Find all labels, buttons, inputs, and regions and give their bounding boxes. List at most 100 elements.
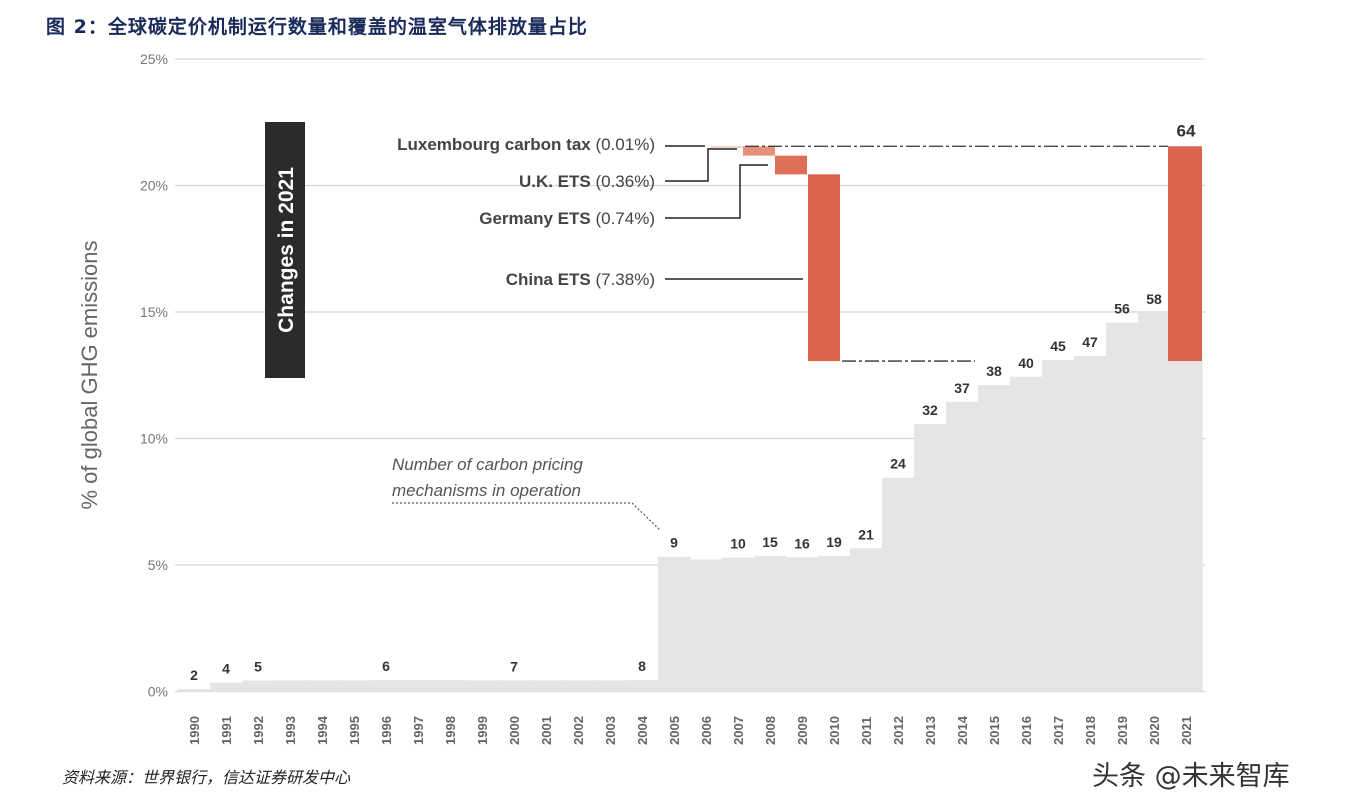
callout-name: Luxembourg carbon tax (397, 135, 595, 154)
callout-label: China ETS (7.38%) (506, 270, 655, 289)
bar-2003 (594, 680, 627, 692)
count-label: 37 (954, 380, 970, 396)
x-tick-label: 2000 (507, 716, 522, 745)
x-tick-label: 2006 (699, 716, 714, 745)
callout-label: U.K. ETS (0.36%) (519, 172, 655, 191)
count-label: 2 (190, 667, 198, 683)
bar-2001 (530, 680, 563, 692)
bar-1990 (178, 688, 211, 692)
x-tick-label: 1994 (315, 715, 330, 745)
bar-2015 (978, 385, 1011, 692)
bar-2004 (626, 680, 659, 692)
bar-2008 (754, 555, 787, 692)
x-tick-label: 2021 (1179, 716, 1194, 745)
bar-1997 (402, 680, 435, 692)
annotation-pointer (392, 502, 661, 531)
x-tick-label: 2004 (635, 715, 650, 745)
count-label: 45 (1050, 338, 1066, 354)
y-tick-label: 5% (148, 557, 168, 573)
count-label: 9 (670, 535, 678, 551)
bar-1999 (466, 680, 499, 692)
changes-2021-box (265, 122, 305, 378)
count-label: 6 (382, 658, 390, 674)
x-tick-label: 1998 (443, 716, 458, 745)
bar-1993 (274, 680, 307, 692)
bar-2010 (818, 555, 851, 692)
callout-value: (0.36%) (595, 172, 655, 191)
x-tick-label: 2002 (571, 716, 586, 745)
bar-1995 (338, 680, 371, 692)
bar-1991 (210, 682, 243, 692)
x-tick-label: 1993 (283, 716, 298, 745)
bar-2017 (1042, 360, 1075, 692)
x-tick-label: 1990 (187, 716, 202, 745)
bar-2005 (658, 556, 691, 692)
x-tick-label: 2017 (1051, 716, 1066, 745)
y-tick-label: 15% (140, 304, 168, 320)
x-tick-label: 2010 (827, 716, 842, 745)
source-note: 资料来源：世界银行，信达证券研发中心 (62, 768, 351, 787)
x-tick-label: 2007 (731, 716, 746, 745)
callout-name: Germany ETS (479, 209, 595, 228)
waterfall-bar (711, 146, 743, 148)
callout-value: (0.01%) (595, 135, 655, 154)
bar-2006 (690, 559, 723, 692)
y-tick-label: 20% (140, 178, 168, 194)
x-tick-label: 2012 (891, 716, 906, 745)
waterfall-bar (743, 146, 775, 156)
bar-2009 (786, 557, 819, 692)
figure-title: 图 2：全球碳定价机制运行数量和覆盖的温室气体排放量占比 (46, 16, 588, 38)
callout-value: (0.74%) (595, 209, 655, 228)
count-label: 40 (1018, 355, 1034, 371)
waterfall-bar (808, 174, 840, 362)
waterfall-bar (775, 155, 807, 175)
x-tick-label: 2009 (795, 716, 810, 745)
x-tick-label: 2014 (955, 715, 970, 745)
leader-line (665, 164, 768, 219)
count-label: 4 (222, 661, 230, 677)
count-label: 8 (638, 658, 646, 674)
count-label: 32 (922, 402, 938, 418)
bar-2021-increase (1168, 146, 1202, 362)
x-tick-label: 2018 (1083, 716, 1098, 745)
bar-2000 (498, 680, 531, 692)
x-tick-label: 2013 (923, 716, 938, 745)
y-axis-label: % of global GHG emissions (77, 241, 102, 510)
bar-2018 (1074, 356, 1107, 692)
bar-2002 (562, 680, 595, 692)
bar-2019 (1106, 322, 1139, 692)
bar-2014 (946, 401, 979, 692)
x-tick-label: 1996 (379, 716, 394, 745)
leader-line (665, 148, 737, 182)
bar-2021 (1170, 361, 1203, 692)
count-label: 16 (794, 535, 810, 551)
callout-name: U.K. ETS (519, 172, 596, 191)
x-tick-label: 2005 (667, 716, 682, 745)
count-label: 56 (1114, 301, 1130, 317)
x-tick-label: 1991 (219, 716, 234, 745)
watermark: 头条 @未来智库 (1092, 761, 1290, 792)
count-label: 64 (1177, 121, 1196, 140)
bar-1992 (242, 680, 275, 692)
callout-label: Germany ETS (0.74%) (479, 209, 655, 228)
bar-2013 (914, 424, 947, 692)
count-label: 21 (858, 526, 874, 542)
bar-2011 (850, 548, 883, 692)
changes-2021-label: Changes in 2021 (275, 167, 298, 333)
x-tick-label: 2008 (763, 716, 778, 745)
x-tick-label: 2001 (539, 716, 554, 745)
bar-2007 (722, 557, 755, 692)
count-label: 15 (762, 534, 778, 550)
x-tick-label: 1992 (251, 716, 266, 745)
count-label: 19 (826, 534, 842, 550)
annotation-line-1: Number of carbon pricing (392, 455, 583, 474)
x-tick-label: 2019 (1115, 716, 1130, 745)
callout-label: Luxembourg carbon tax (0.01%) (397, 135, 655, 154)
x-tick-label: 2003 (603, 716, 618, 745)
bar-2012 (882, 477, 915, 692)
count-label: 10 (730, 536, 746, 552)
x-tick-label: 1995 (347, 716, 362, 745)
bar-2020 (1138, 312, 1171, 692)
bar-1996 (370, 680, 403, 692)
